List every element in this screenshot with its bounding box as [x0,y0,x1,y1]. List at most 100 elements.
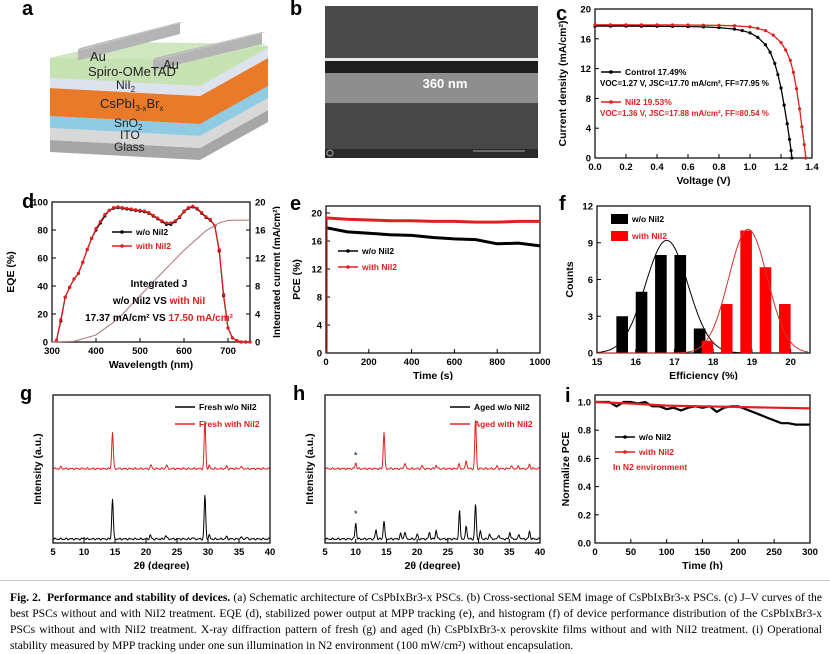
xrd-pattern-without [324,504,541,541]
jv-curve-nii2-point [763,29,768,33]
x-tick-label: 400 [88,346,104,357]
x-tick-label: 10 [79,547,90,558]
thickness-label: 360 nm [423,76,468,91]
y-tick-label: 0 [43,338,48,349]
eqe-curve-with-point [85,248,89,252]
panel-e: e 0 200 400 600 800 1000 0 4 8 12 16 20 Time (s) PCE (… [280,190,555,382]
panel-label-b: b [290,0,303,20]
legend-swatch [611,214,628,224]
perovskite-label: CsPbI3-xBrx [100,96,164,113]
eqe-curve-with-point [244,340,248,344]
jv-curve-control-point [732,27,737,31]
legend-with-text: with NiI2 [135,241,171,251]
jv-curve-nii2-point [655,23,659,27]
x-axis-label: 2θ (degree) [134,560,190,570]
histogram-bar [740,230,752,353]
eqe-curve-with-point [107,208,111,212]
gaussian-fit-with [597,228,809,354]
histogram-bar [674,255,687,353]
y-axis-label: Intensity (a.u.) [304,433,316,504]
mpp-chart: e 0 200 400 600 800 1000 0 4 8 12 16 20 Time (s) PCE (… [290,193,551,382]
au-label-1: Au [90,49,106,64]
eqe-curve-with-point [116,205,120,209]
eqe-curve-with-point [186,206,190,210]
jv-curve-nii2-point [794,87,799,91]
eqe-curve-with-point [81,260,85,264]
panel-i: i 0 50 100 150 200 250 300 0.0 0.2 0.4 0.6 0.8 1.0 Tim… [555,380,830,572]
eqe-curve-with-point [94,227,98,231]
y-tick-label: 4 [586,124,592,135]
eqe-curve-with-point [204,215,208,219]
histogram-bar [759,267,772,353]
x-tick-label: 50 [626,547,637,558]
y-right-tick-label: 4 [255,310,261,321]
y-tick-label: 20 [311,209,322,220]
y-tick-label: 8 [317,293,322,304]
caption-fig: Fig. 2. [10,591,41,604]
x-tick-label: 0.6 [681,162,694,173]
legend-nii2-marker [609,100,613,104]
legend-detail: VOC=1.36 V, JSC=17.88 mA/cm², FF=80.54 % [600,109,769,118]
x-tick-label: 20 [785,357,796,368]
jv-curve-nii2-point [771,33,775,37]
xrd-fresh-chart: g 5 10 15 20 25 30 35 40 2θ (degree) Intensity (a.… [20,383,275,572]
stability-trace-with [594,400,811,410]
plot-frame [324,394,541,544]
annotation-integrated-jsc: Integrated J [131,279,188,290]
jv-curve-control-point [773,61,777,65]
x-tick-label: 1.0 [743,162,756,173]
eqe-curve-with-point [103,213,107,217]
histogram-bar [701,340,714,353]
y-tick-label: 16 [580,34,591,45]
layer-ito [50,98,268,148]
y-tick-label: 80 [37,226,48,237]
jv-curve-nii2-point [717,23,721,27]
x-tick-label: 0.4 [650,162,664,173]
xrd-pattern-with [324,420,541,471]
x-tick-label: 0.2 [619,162,632,173]
y-tick-label: 0.2 [578,510,591,521]
x-tick-label: 40 [535,547,546,558]
layer-perovskite [50,58,268,124]
x-tick-label: 19 [747,357,758,368]
y-tick-label: 4 [317,321,323,332]
panel-label-f: f [559,193,566,215]
x-tick-label: 35 [504,547,515,558]
layer-sno2 [50,86,268,136]
plot-frame [52,394,271,544]
y-right-tick-label: 8 [255,282,260,293]
jv-curve-control-point [785,122,789,126]
histogram-bar [720,304,733,353]
jv-curve-nii2-point [756,26,760,30]
y-right-axis-label: Integrated current (mA/cm²) [272,206,280,338]
eqe-curve-with-point [125,206,129,210]
eqe-curve-with-point [134,208,138,212]
legend-control-marker [609,70,613,74]
spiro-label: Spiro-OMeTAD [88,64,176,79]
jv-curve-nii2-point [800,125,804,129]
legend-control-text: Control 17.49% [625,67,687,77]
x-tick-label: 20 [412,547,423,558]
y-tick-label: 100 [32,198,48,209]
eqe-curve-with-point [217,248,221,252]
y-tick-label: 0 [586,154,591,165]
au-label-2: Au [163,57,179,72]
x-tick-label: 15 [592,357,603,368]
pce-trace-without [325,226,541,248]
jv-curve-nii2-point [791,70,795,74]
jv-curve-control-point [789,148,793,153]
panel-f: f 15 16 17 18 19 20 0 3 6 9 12 Efficiency (%) Counts w… [555,190,830,382]
x-tick-label: 10 [350,547,361,558]
y-tick-label: 12 [580,64,591,75]
jv-curve-nii2-point [804,156,808,160]
xrd-pattern-with [52,421,271,471]
sem-image: 360 nm [325,6,538,158]
x-tick-label: 100 [659,547,675,558]
x-tick-label: 35 [234,547,245,558]
annotation-compare-labels: w/o NiI2 VS with NiI [112,296,205,307]
jv-curve-nii2-point [670,23,675,27]
eqe-curve-with-point [98,220,102,224]
x-tick-label: 25 [443,547,454,558]
x-tick-label: 0 [592,547,597,558]
